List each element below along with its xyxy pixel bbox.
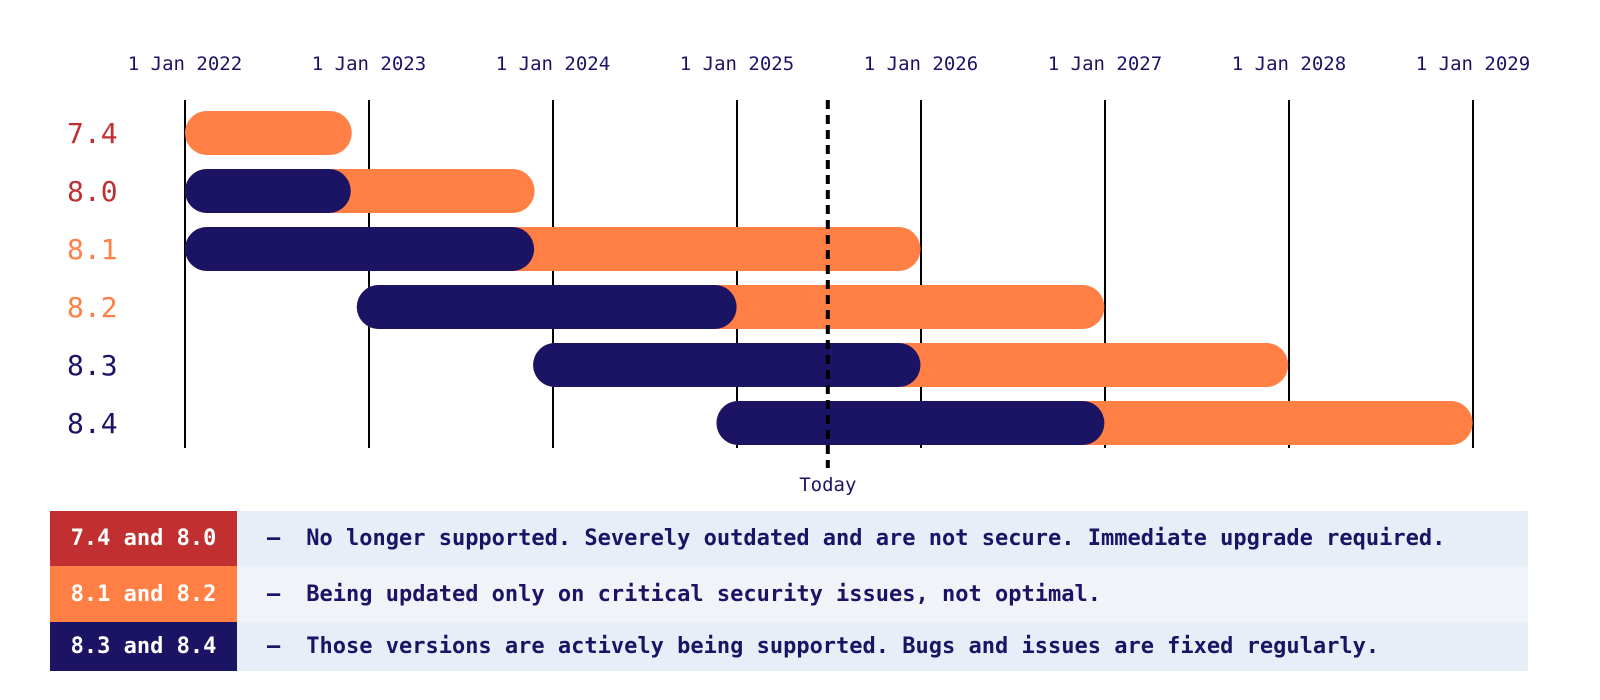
support-timeline-chart: 1 Jan 2022 1 Jan 2023 1 Jan 2024 1 Jan 2025…	[67, 53, 1530, 496]
legend-key: 8.1 and 8.2	[50, 566, 237, 622]
active-support-bar	[533, 343, 921, 387]
x-tick-label: 1 Jan 2027	[1048, 53, 1162, 75]
version-label: 8.0	[67, 175, 118, 208]
version-label: 8.3	[67, 349, 118, 382]
active-support-bar	[716, 401, 1105, 445]
x-tick-label: 1 Jan 2024	[496, 53, 610, 75]
active-support-bar	[356, 285, 737, 329]
x-axis-ticks: 1 Jan 2022 1 Jan 2023 1 Jan 2024 1 Jan 2025…	[128, 53, 1530, 75]
legend-row: 7.4 and 8.0 — No longer supported. Severel…	[50, 511, 1528, 566]
active-support-bar	[185, 227, 535, 271]
version-label: 7.4	[67, 117, 118, 150]
legend-row: 8.1 and 8.2 — Being updated only on critic…	[50, 566, 1528, 622]
version-labels: 7.4 8.0 8.1 8.2 8.3 8.4	[67, 117, 118, 440]
x-tick-label: 1 Jan 2025	[680, 53, 794, 75]
legend-dash: —	[267, 581, 281, 607]
legend-dash: —	[267, 526, 281, 551]
x-tick-label: 1 Jan 2022	[128, 53, 242, 75]
legend-key: 7.4 and 8.0	[50, 511, 237, 566]
version-label: 8.4	[67, 407, 118, 440]
legend-key: 8.3 and 8.4	[50, 622, 237, 671]
legend-row: 8.3 and 8.4 — Those versions are actively …	[50, 622, 1528, 671]
x-tick-label: 1 Jan 2029	[1416, 53, 1530, 75]
today-label: Today	[799, 474, 856, 496]
legend-description: — No longer supported. Severely outdated …	[237, 511, 1528, 566]
version-label: 8.2	[67, 291, 118, 324]
x-tick-label: 1 Jan 2028	[1232, 53, 1346, 75]
legend: 7.4 and 8.0 — No longer supported. Severel…	[50, 511, 1528, 671]
legend-description: — Being updated only on critical security…	[237, 566, 1528, 622]
bars	[185, 111, 1473, 445]
security-support-bar	[185, 111, 352, 155]
today-marker: Today	[799, 100, 856, 496]
legend-text: Being updated only on critical security …	[306, 581, 1101, 607]
legend-dash: —	[267, 634, 281, 659]
x-tick-label: 1 Jan 2023	[312, 53, 426, 75]
legend-text: No longer supported. Severely outdated a…	[306, 526, 1446, 551]
legend-text: Those versions are actively being suppor…	[306, 634, 1380, 659]
active-support-bar	[185, 169, 351, 213]
gridlines	[184, 100, 1474, 448]
legend-description: — Those versions are actively being suppo…	[237, 622, 1528, 671]
version-label: 8.1	[67, 233, 118, 266]
x-tick-label: 1 Jan 2026	[864, 53, 978, 75]
